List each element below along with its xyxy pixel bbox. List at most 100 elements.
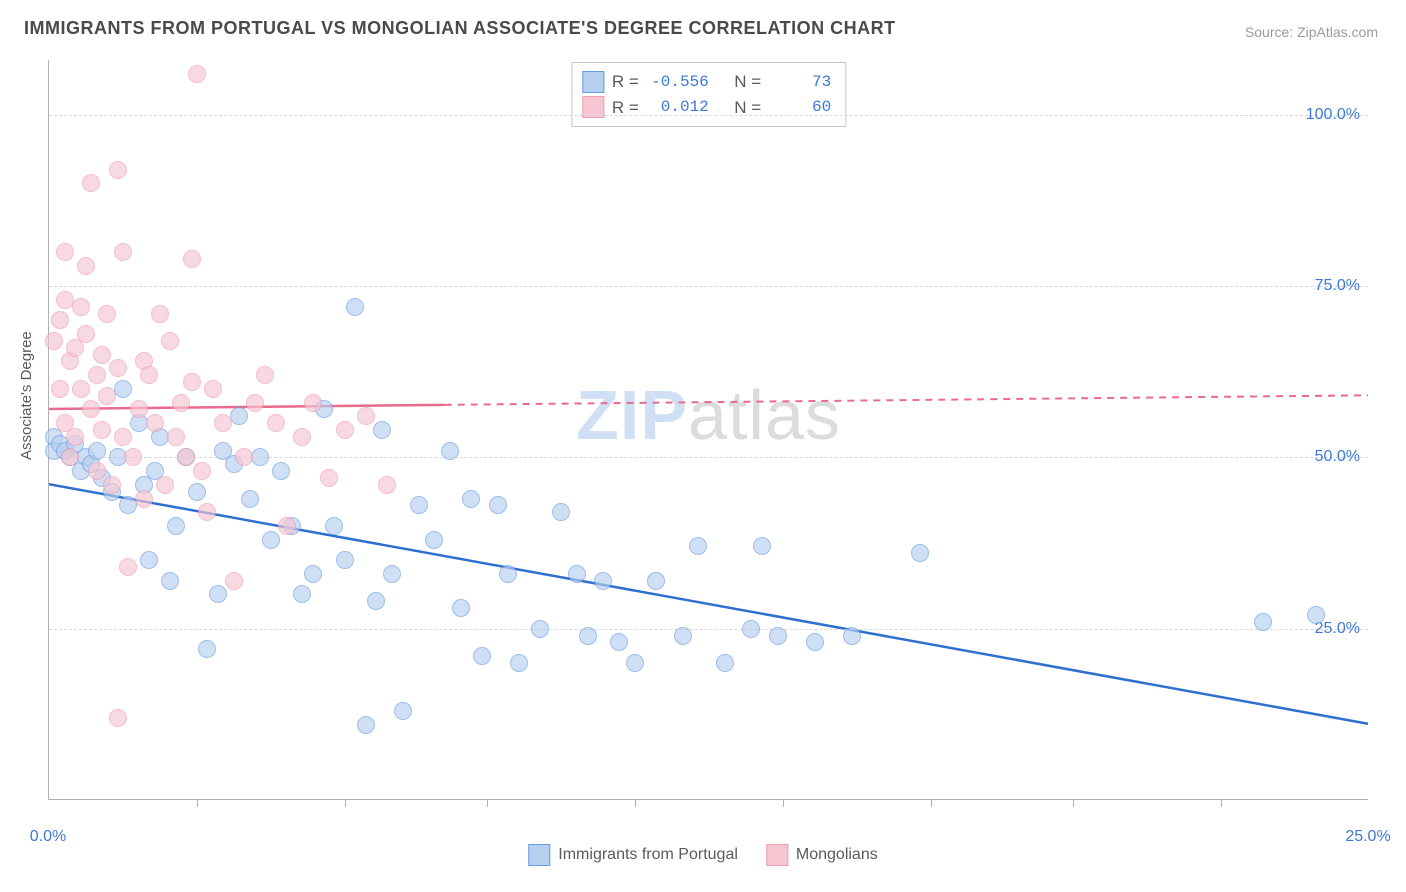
scatter-point xyxy=(114,380,132,398)
scatter-point xyxy=(246,394,264,412)
scatter-point xyxy=(552,503,570,521)
r-value-portugal: -0.556 xyxy=(647,70,709,94)
scatter-point xyxy=(235,448,253,466)
scatter-point xyxy=(177,448,195,466)
scatter-point xyxy=(568,565,586,583)
scatter-point xyxy=(204,380,222,398)
scatter-point xyxy=(172,394,190,412)
scatter-point xyxy=(103,476,121,494)
scatter-point xyxy=(88,442,106,460)
scatter-point xyxy=(293,585,311,603)
scatter-point xyxy=(1307,606,1325,624)
scatter-point xyxy=(167,428,185,446)
scatter-point xyxy=(98,305,116,323)
scatter-point xyxy=(410,496,428,514)
legend-label-portugal: Immigrants from Portugal xyxy=(558,846,738,864)
scatter-point xyxy=(198,503,216,521)
x-tick-label: 25.0% xyxy=(1345,828,1390,846)
scatter-point xyxy=(806,633,824,651)
scatter-point xyxy=(742,620,760,638)
scatter-point xyxy=(510,654,528,672)
x-minor-tick xyxy=(635,799,636,807)
scatter-point xyxy=(109,359,127,377)
scatter-point xyxy=(72,380,90,398)
chart-title: IMMIGRANTS FROM PORTUGAL VS MONGOLIAN AS… xyxy=(24,18,896,39)
scatter-point xyxy=(124,448,142,466)
scatter-point xyxy=(183,373,201,391)
scatter-point xyxy=(109,161,127,179)
scatter-point xyxy=(531,620,549,638)
scatter-point xyxy=(336,551,354,569)
scatter-point xyxy=(114,428,132,446)
scatter-point xyxy=(188,65,206,83)
scatter-point xyxy=(489,496,507,514)
swatch-mongolians xyxy=(766,844,788,866)
source-label: Source: ZipAtlas.com xyxy=(1245,24,1378,40)
r-label: R = xyxy=(612,95,639,121)
x-minor-tick xyxy=(783,799,784,807)
scatter-point xyxy=(45,332,63,350)
x-minor-tick xyxy=(1221,799,1222,807)
scatter-point xyxy=(1254,613,1272,631)
scatter-point xyxy=(241,490,259,508)
scatter-point xyxy=(753,537,771,555)
scatter-point xyxy=(56,243,74,261)
scatter-point xyxy=(716,654,734,672)
scatter-point xyxy=(304,565,322,583)
watermark: ZIPatlas xyxy=(576,375,841,455)
watermark-atlas: atlas xyxy=(688,376,841,454)
legend-label-mongolians: Mongolians xyxy=(796,846,878,864)
scatter-point xyxy=(441,442,459,460)
scatter-point xyxy=(378,476,396,494)
scatter-point xyxy=(346,298,364,316)
y-tick-label: 100.0% xyxy=(1306,106,1360,124)
scatter-point xyxy=(146,414,164,432)
scatter-point xyxy=(230,407,248,425)
scatter-point xyxy=(140,366,158,384)
scatter-point xyxy=(626,654,644,672)
scatter-point xyxy=(325,517,343,535)
scatter-point xyxy=(98,387,116,405)
gridline-h xyxy=(49,115,1368,116)
r-label: R = xyxy=(612,69,639,95)
scatter-point xyxy=(66,428,84,446)
scatter-point xyxy=(367,592,385,610)
scatter-point xyxy=(674,627,692,645)
legend-row-portugal: R = -0.556 N = 73 xyxy=(582,69,831,95)
scatter-point xyxy=(135,490,153,508)
n-value-portugal: 73 xyxy=(769,70,831,94)
scatter-point xyxy=(373,421,391,439)
scatter-point xyxy=(267,414,285,432)
correlation-legend: R = -0.556 N = 73 R = 0.012 N = 60 xyxy=(571,62,846,127)
scatter-point xyxy=(61,448,79,466)
scatter-point xyxy=(357,407,375,425)
scatter-point xyxy=(93,421,111,439)
x-tick-label: 0.0% xyxy=(30,828,66,846)
legend-row-mongolians: R = 0.012 N = 60 xyxy=(582,95,831,121)
scatter-point xyxy=(320,469,338,487)
series-legend: Immigrants from Portugal Mongolians xyxy=(528,844,877,866)
scatter-point xyxy=(769,627,787,645)
legend-item-portugal: Immigrants from Portugal xyxy=(528,844,738,866)
scatter-point xyxy=(77,257,95,275)
x-minor-tick xyxy=(345,799,346,807)
x-minor-tick xyxy=(487,799,488,807)
scatter-point xyxy=(462,490,480,508)
scatter-point xyxy=(114,243,132,261)
scatter-point xyxy=(198,640,216,658)
scatter-point xyxy=(214,414,232,432)
scatter-point xyxy=(357,716,375,734)
scatter-point xyxy=(72,298,90,316)
scatter-point xyxy=(256,366,274,384)
scatter-point xyxy=(82,400,100,418)
scatter-point xyxy=(151,305,169,323)
scatter-point xyxy=(209,585,227,603)
scatter-point xyxy=(183,250,201,268)
scatter-point xyxy=(156,476,174,494)
scatter-point xyxy=(140,551,158,569)
scatter-point xyxy=(689,537,707,555)
scatter-point xyxy=(336,421,354,439)
scatter-point xyxy=(130,400,148,418)
x-minor-tick xyxy=(197,799,198,807)
scatter-point xyxy=(452,599,470,617)
